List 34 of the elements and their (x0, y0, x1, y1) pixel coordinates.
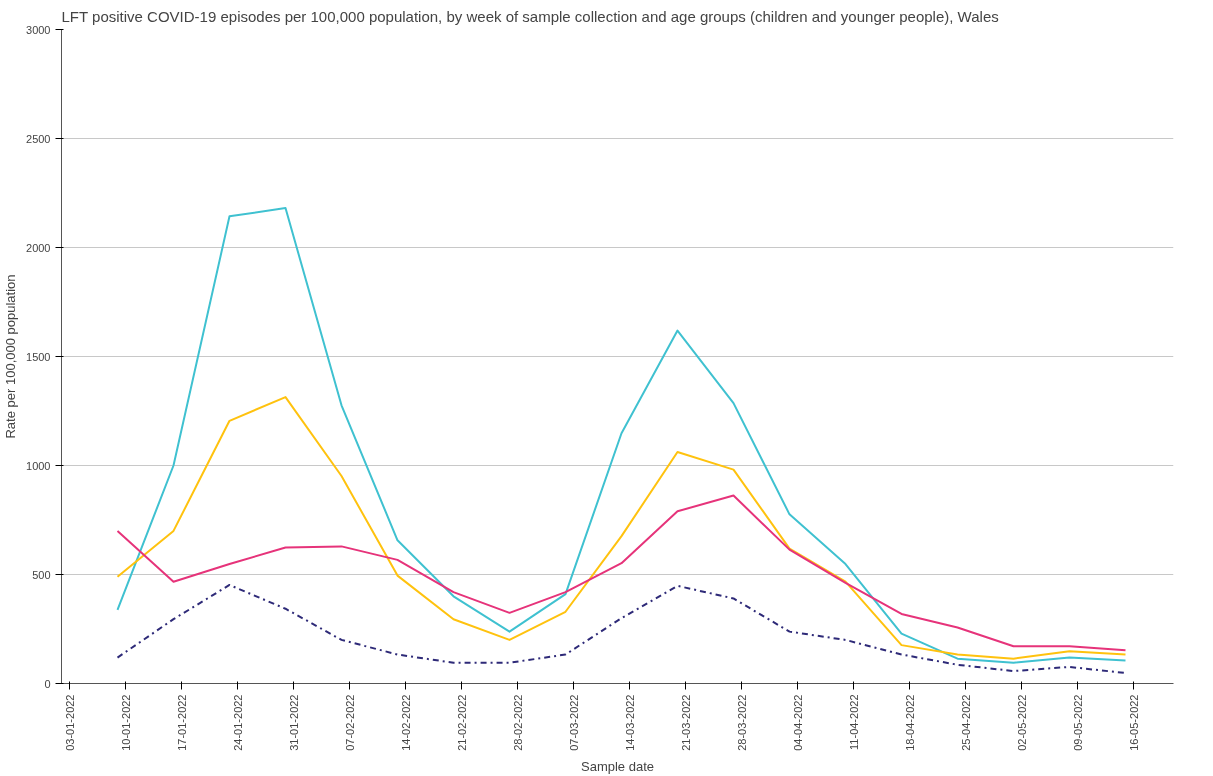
x-tick-label: 17-01-2022 (175, 694, 188, 751)
x-tick-label: 09-05-2022 (1071, 694, 1084, 751)
y-tick-label: 2000 (26, 241, 51, 254)
x-tick-label: 14-03-2022 (623, 694, 636, 751)
x-tick-label: 03-01-2022 (63, 694, 76, 751)
line-series (116, 396, 1127, 660)
x-tick-label: 25-04-2022 (959, 694, 972, 751)
x-tick-label: 24-01-2022 (231, 694, 244, 751)
x-tick-label: 18-04-2022 (903, 694, 916, 751)
chart-title: LFT positive COVID-19 episodes per 100,000 population, by week of sample collection and age groups (children and younger people), Wales (61, 7, 999, 25)
y-tick-label: 500 (32, 568, 51, 581)
x-tick-label: 21-03-2022 (679, 694, 692, 751)
y-tick-label: 3000 (26, 23, 51, 36)
x-tick-label: 04-04-2022 (791, 694, 804, 751)
x-tick-label: 07-03-2022 (567, 694, 580, 751)
x-tick-label: 07-02-2022 (343, 694, 356, 751)
x-tick-label: 21-02-2022 (455, 694, 468, 751)
x-tick-label: 31-01-2022 (287, 694, 300, 751)
x-tick-label: 28-03-2022 (735, 694, 748, 751)
x-tick-label: 14-02-2022 (399, 694, 412, 751)
y-tick-label: 1000 (26, 459, 51, 472)
y-tick-label: 1500 (26, 350, 51, 363)
line-series (116, 494, 1127, 652)
x-tick-label: 11-04-2022 (847, 694, 860, 750)
x-tick-label: 02-05-2022 (1015, 694, 1028, 751)
y-axis-title: Rate per 100,000 population (3, 274, 19, 439)
y-tick-label: 2500 (26, 132, 51, 145)
x-axis-title: Sample date (581, 758, 654, 774)
x-tick-label: 28-02-2022 (511, 694, 524, 751)
line-series (116, 583, 1127, 675)
line-series (116, 207, 1127, 664)
x-tick-label: 10-01-2022 (119, 694, 132, 751)
y-tick-label: 0 (44, 677, 51, 690)
x-tick-label: 16-05-2022 (1127, 694, 1140, 751)
